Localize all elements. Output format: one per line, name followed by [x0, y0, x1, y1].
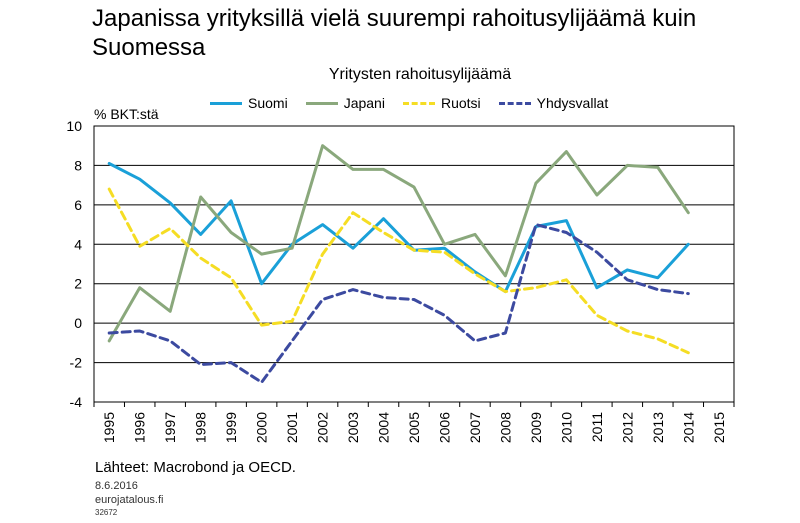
- legend-item-suomi: Suomi: [210, 95, 288, 111]
- x-tick-label: 2009: [528, 412, 544, 443]
- series-line-suomi: [107, 162, 690, 294]
- x-tick-label: 1999: [223, 412, 239, 443]
- y-tick-label: 8: [74, 157, 82, 173]
- x-tick-label: 2007: [467, 412, 483, 443]
- x-tick-label: 2003: [345, 412, 361, 443]
- x-tick-label: 2001: [284, 412, 300, 443]
- y-tick-label: 10: [66, 118, 82, 134]
- legend-swatch-japani: [305, 101, 338, 105]
- y-tick-label: -2: [70, 355, 83, 371]
- x-tick-label: 1996: [132, 412, 148, 443]
- x-tick-label: 2005: [406, 412, 422, 443]
- date-note: 8.6.2016: [95, 480, 138, 492]
- legend-label-suomi: Suomi: [248, 95, 288, 111]
- x-tick-label: 2002: [315, 412, 331, 443]
- legend-item-ruotsi: Ruotsi: [402, 95, 481, 111]
- plot-frame: [93, 125, 735, 403]
- chart-legend: Suomi Japani Ruotsi Yhdysvallat: [210, 95, 608, 111]
- x-tick-label: 2010: [558, 412, 574, 443]
- x-tick-label: 2000: [254, 412, 270, 443]
- series-line-japani: [107, 144, 690, 343]
- x-tick-label: 2004: [376, 412, 392, 443]
- legend-swatch-suomi: [210, 101, 242, 105]
- x-tick-label: 2015: [711, 412, 727, 443]
- page-title: Japanissa yrityksillä vielä suurempi rah…: [92, 5, 697, 61]
- x-tick-label: 2006: [436, 412, 452, 443]
- legend-swatch-yhdysvallat: [498, 101, 531, 105]
- x-tick-label: 1995: [101, 412, 117, 443]
- x-tick-label: 2011: [589, 412, 605, 442]
- x-tick-label: 1997: [162, 412, 178, 443]
- x-tick-label: 2008: [497, 412, 513, 443]
- legend-swatch-ruotsi: [402, 101, 435, 105]
- x-tick-label: 1998: [193, 412, 209, 443]
- x-tick-label: 2013: [650, 412, 666, 443]
- series-line-ruotsi: [107, 187, 690, 355]
- y-tick-label: -4: [70, 394, 83, 410]
- x-tick-label: 2014: [680, 412, 696, 443]
- legend-item-japani: Japani: [305, 95, 385, 111]
- site-note: eurojatalous.fi: [95, 494, 164, 506]
- y-axis-label: % BKT:stä: [94, 106, 159, 122]
- legend-label-ruotsi: Ruotsi: [440, 95, 481, 111]
- code-note: 32672: [95, 508, 118, 517]
- source-note: Lähteet: Macrobond ja OECD.: [95, 459, 296, 476]
- y-tick-label: 6: [74, 197, 82, 213]
- y-tick-label: 4: [74, 236, 82, 252]
- legend-item-yhdysvallat: Yhdysvallat: [498, 95, 609, 111]
- series-line-yhdysvallat: [107, 223, 690, 384]
- legend-label-japani: Japani: [343, 95, 385, 111]
- legend-label-yhdysvallat: Yhdysvallat: [536, 95, 609, 111]
- chart-title: Yritysten rahoitusylijäämä: [328, 66, 512, 83]
- y-tick-label: 2: [74, 276, 82, 292]
- y-tick-label: 0: [74, 315, 82, 331]
- x-tick-label: 2012: [619, 412, 635, 443]
